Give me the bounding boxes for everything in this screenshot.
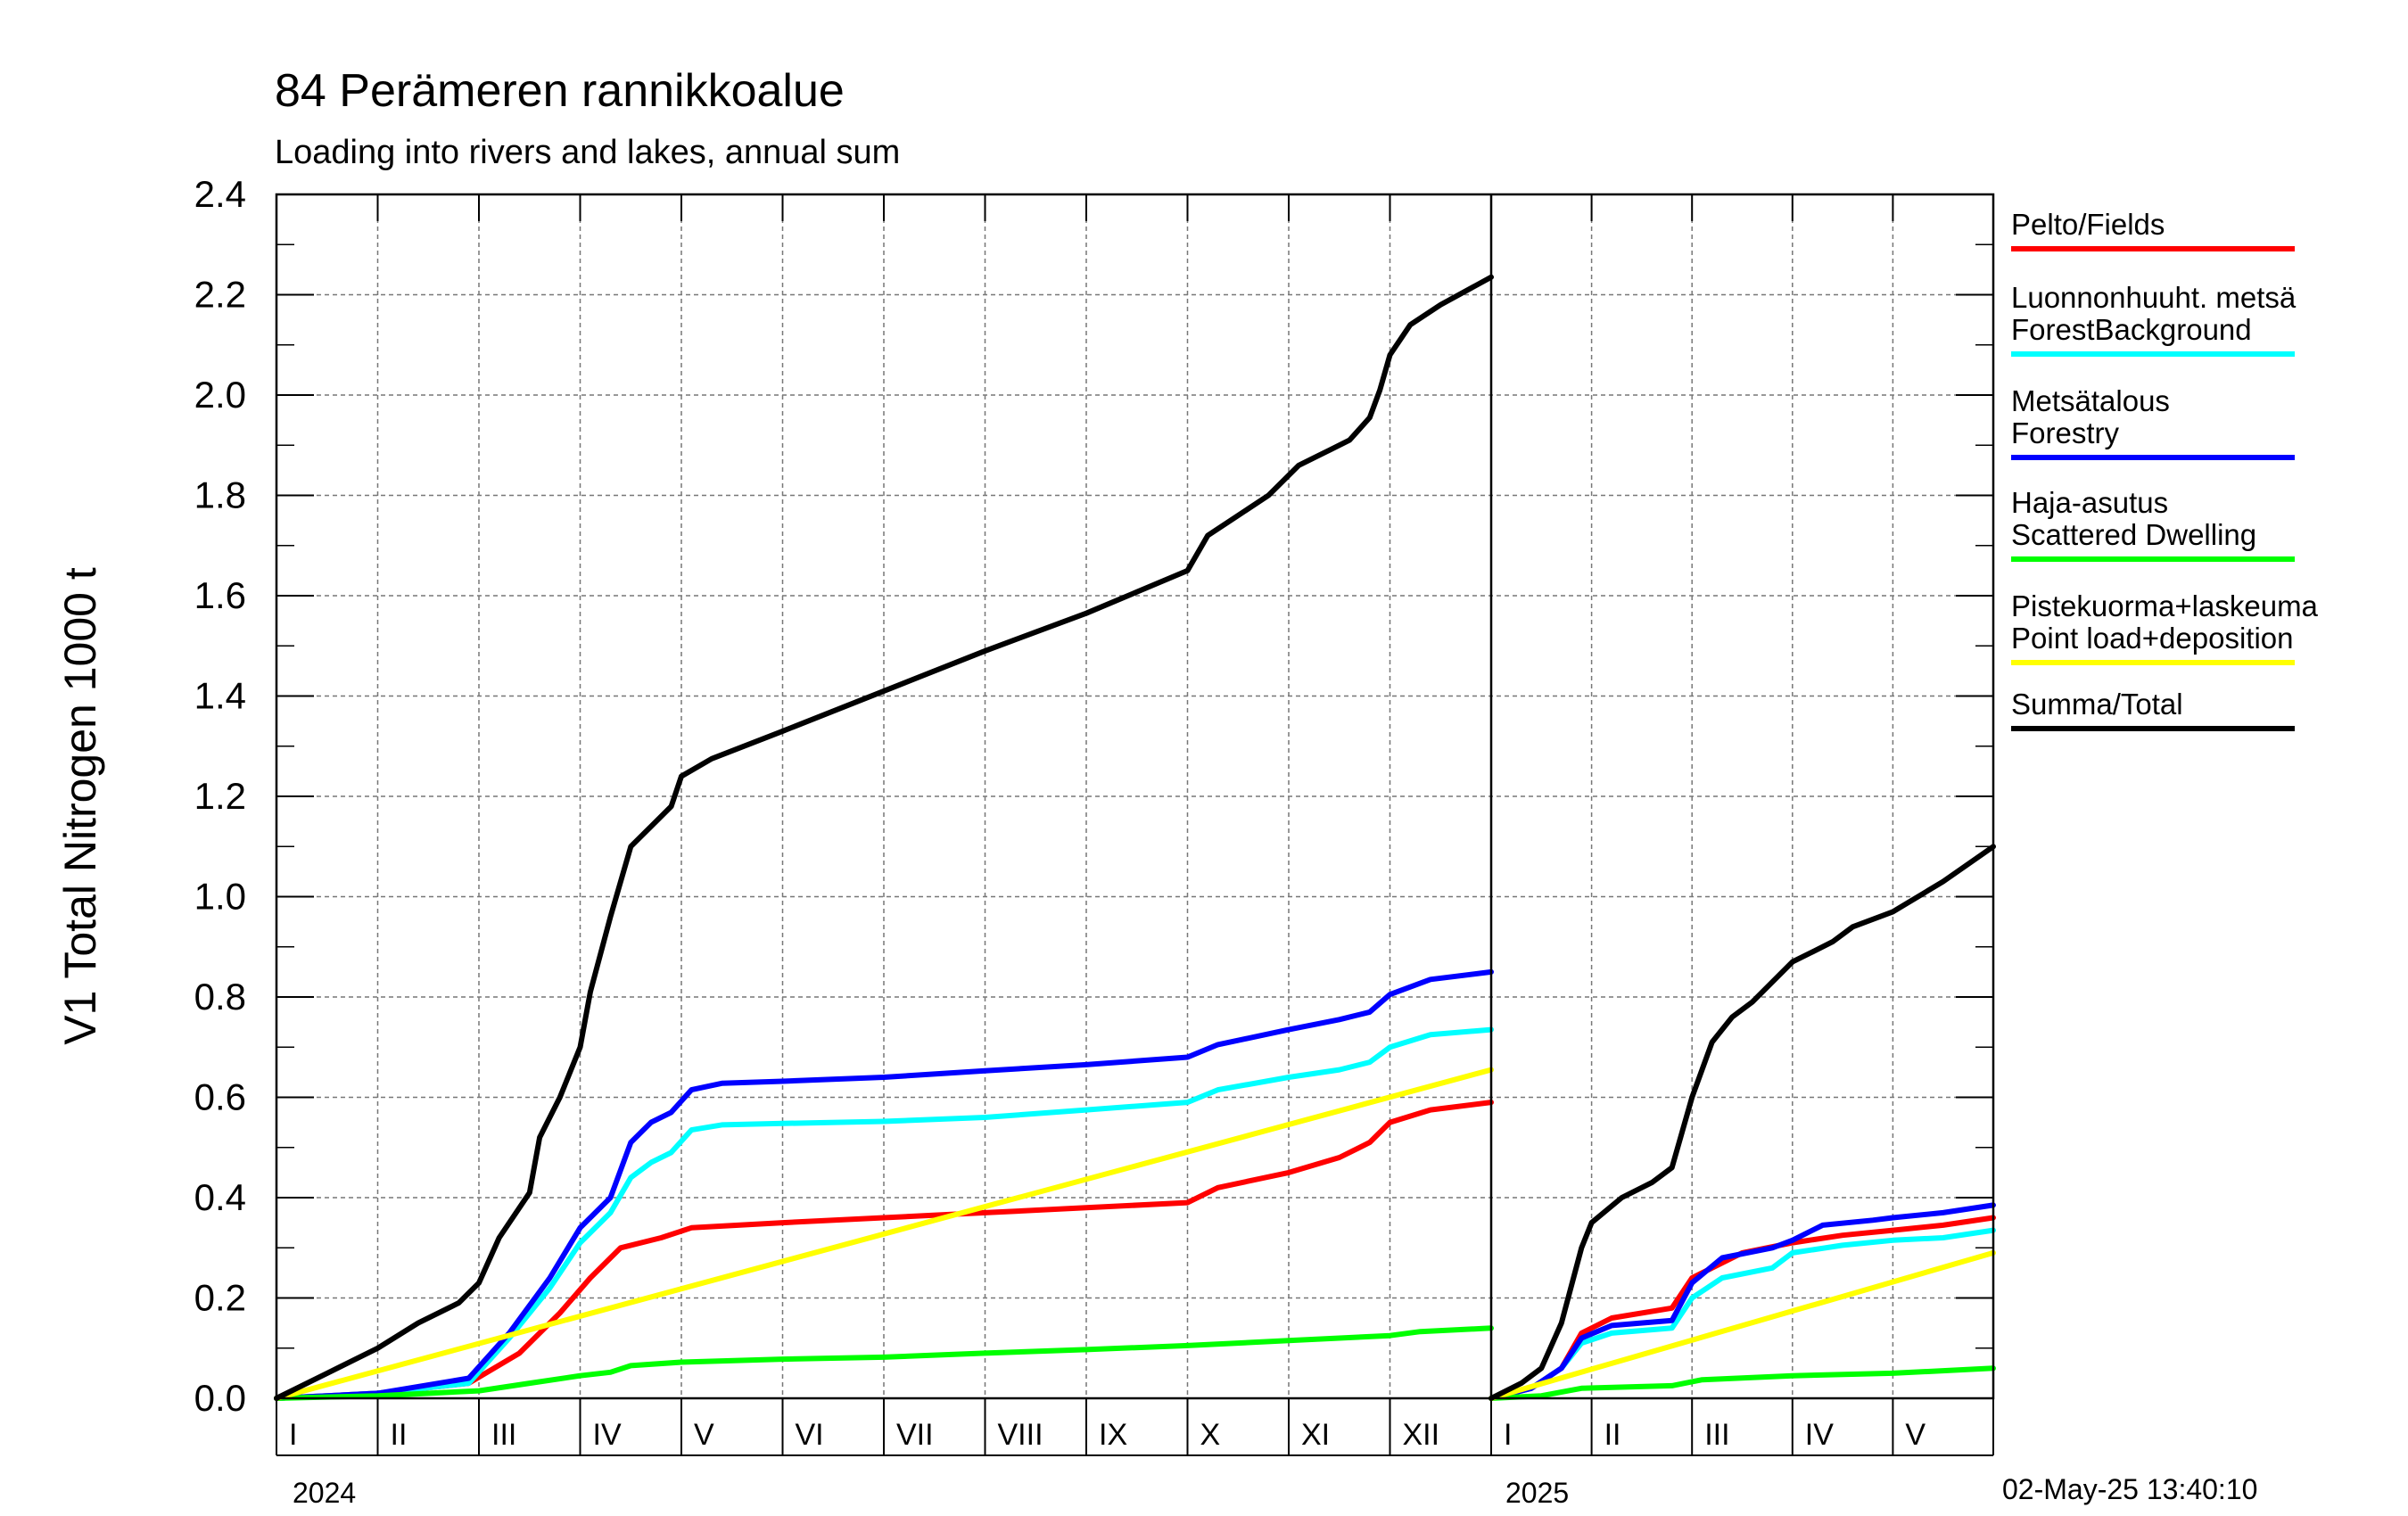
series-line-pistekuormalaskeuma — [1489, 1249, 1996, 1401]
series-line-summatotal — [1489, 844, 1996, 1401]
legend-swatch — [2011, 556, 2295, 562]
month-label: XI — [1301, 1418, 1330, 1452]
y-tick-label: 1.0 — [194, 876, 246, 918]
y-tick-label: 0.6 — [194, 1076, 246, 1118]
series-line-metstalous — [1489, 1202, 1996, 1401]
month-label: II — [1604, 1418, 1621, 1452]
y-tick-label: 2.4 — [194, 173, 246, 215]
legend-item: Pistekuorma+laskeuma Point load+depositio… — [2011, 589, 2318, 665]
y-tick-label: 0.8 — [194, 976, 246, 1018]
y-tick-label: 1.4 — [194, 675, 246, 717]
timestamp: 02-May-25 13:40:10 — [2002, 1473, 2258, 1505]
legend-label: Summa/Total — [2011, 688, 2183, 721]
chart-subtitle: Loading into rivers and lakes, annual su… — [275, 134, 901, 171]
y-tick-label: 1.8 — [194, 474, 246, 516]
series-line-peltofields — [274, 1100, 1494, 1401]
month-label: IV — [1805, 1418, 1834, 1452]
legend-swatch — [2011, 455, 2295, 460]
month-label: II — [391, 1418, 408, 1452]
series-line-hajaasutus — [274, 1325, 1494, 1401]
legend-swatch — [2011, 726, 2295, 731]
month-label: VIII — [998, 1418, 1043, 1452]
series-line-summatotal — [274, 274, 1494, 1401]
legend-swatch — [2011, 351, 2295, 357]
legend-swatch — [2011, 660, 2295, 665]
legend-item: Luonnonhuuht. metsä ForestBackground — [2011, 282, 2305, 357]
month-label: X — [1200, 1418, 1221, 1452]
legend-label: Point load+deposition — [2011, 622, 2294, 655]
year-label-2024: 2024 — [293, 1477, 357, 1509]
y-tick-label: 1.6 — [194, 574, 246, 616]
y-tick-label: 1.2 — [194, 775, 246, 817]
month-label: IX — [1099, 1418, 1127, 1452]
legend-label: Haja-asutus — [2011, 486, 2169, 519]
y-tick-label: 0.4 — [194, 1176, 246, 1218]
legend-item: Pelto/Fields — [2011, 209, 2305, 251]
month-label: VII — [896, 1418, 934, 1452]
chart-title: 84 Perämeren rannikkoalue — [275, 65, 845, 117]
y-tick-label: 2.0 — [194, 374, 246, 416]
y-tick-label: 0.0 — [194, 1377, 246, 1419]
legend-label: Metsätalous — [2011, 384, 2170, 417]
legend-label: ForestBackground — [2011, 313, 2252, 346]
y-tick-label: 0.2 — [194, 1277, 246, 1319]
month-label: I — [289, 1418, 297, 1452]
year-label-2025: 2025 — [1505, 1477, 1570, 1509]
month-label: I — [1504, 1418, 1512, 1452]
legend-swatch — [2011, 246, 2295, 251]
legend-item: Summa/Total — [2011, 688, 2305, 731]
legend-label: Scattered Dwelling — [2011, 518, 2257, 551]
legend-item: Haja-asutus Scattered Dwelling — [2011, 487, 2305, 562]
legend-label: Pelto/Fields — [2011, 208, 2165, 241]
legend-label: Pistekuorma+laskeuma — [2011, 589, 2318, 622]
series-line-luonnonhuuht — [274, 1026, 1494, 1401]
month-label: III — [491, 1418, 516, 1452]
series-line-metstalous — [274, 968, 1494, 1401]
series-line-pistekuormalaskeuma — [274, 1067, 1494, 1401]
plot-frame — [275, 193, 1995, 1400]
y-tick-label: 2.2 — [194, 274, 246, 316]
month-label: IV — [593, 1418, 622, 1452]
legend-label: Luonnonhuuht. metsä — [2011, 281, 2297, 314]
month-label: V — [694, 1418, 714, 1452]
month-label: V — [1905, 1418, 1926, 1452]
legend-item: Metsätalous Forestry — [2011, 385, 2305, 460]
month-label: XII — [1403, 1418, 1440, 1452]
legend-label: Forestry — [2011, 416, 2120, 449]
month-label: VI — [796, 1418, 824, 1452]
series-line-hajaasutus — [1489, 1365, 1996, 1401]
month-label: III — [1704, 1418, 1729, 1452]
